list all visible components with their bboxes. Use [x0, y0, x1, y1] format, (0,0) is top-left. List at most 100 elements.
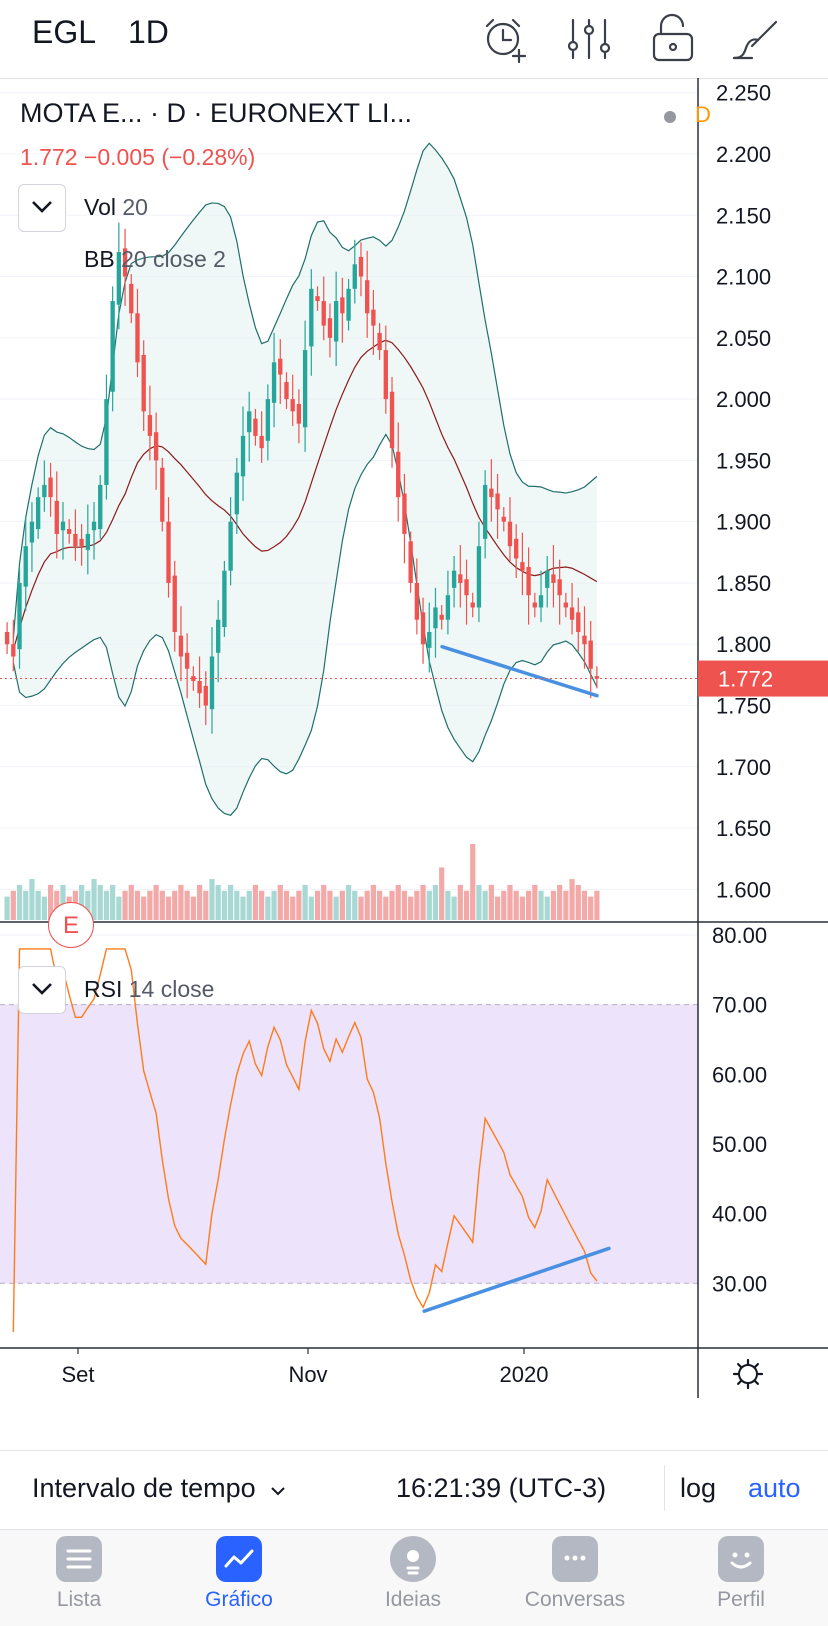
candle-body: [532, 602, 537, 608]
candle-body: [197, 681, 202, 694]
chart-icon: [216, 1536, 262, 1582]
candle-body: [253, 418, 258, 436]
volume-bar: [501, 890, 507, 920]
candle-body: [265, 399, 271, 441]
candle-body: [48, 477, 53, 498]
price-tick-label: 2.200: [716, 142, 771, 167]
volume-legend[interactable]: Vol 20: [84, 194, 148, 221]
volume-bar: [252, 884, 259, 920]
candle-body: [507, 521, 513, 547]
candle-body: [501, 516, 506, 522]
candle-body: [321, 301, 326, 326]
rsi-legend[interactable]: RSI 14 close: [84, 976, 214, 1003]
candle-body: [209, 656, 215, 710]
volume-bar: [345, 884, 352, 920]
candle-body: [470, 602, 475, 608]
rsi-pane: [0, 948, 698, 1333]
symbol-button[interactable]: EGL: [32, 14, 97, 50]
candle-body: [278, 358, 283, 375]
candle-body: [358, 256, 364, 277]
volume-bar: [457, 884, 463, 920]
gear-tooth: [753, 1379, 759, 1385]
rsi-tick-label: 50.00: [712, 1132, 767, 1157]
candle-body: [153, 432, 159, 461]
candle-body: [191, 676, 196, 682]
indicators-sliders-icon[interactable]: [562, 12, 616, 66]
price-trendline: [440, 644, 599, 698]
volume-bar: [283, 890, 290, 920]
volume-bar: [470, 844, 476, 920]
volume-bar: [221, 890, 228, 920]
volume-bar: [383, 896, 389, 920]
volume-bar: [463, 890, 470, 920]
data-status: D: [695, 102, 711, 127]
volume-bar: [240, 896, 246, 920]
log-scale-toggle[interactable]: log: [680, 1473, 717, 1503]
candle-body: [122, 248, 128, 277]
volume-bar: [16, 884, 23, 920]
unlock-icon[interactable]: [646, 12, 700, 66]
price-tick-label: 1.700: [716, 755, 771, 780]
volume-bar: [91, 879, 97, 920]
price-tick-label: 1.850: [716, 571, 771, 596]
rsi-tick-label: 70.00: [712, 993, 767, 1018]
rsi-tick-label: 40.00: [712, 1202, 767, 1227]
candle-body: [73, 533, 78, 547]
candle-body: [383, 350, 388, 400]
candle-body: [284, 381, 289, 400]
chart-canvas[interactable]: 2.250 2.200 2.150 2.100 2.050 2.000 1.950 1.900…: [0, 78, 828, 1450]
candle-body: [4, 631, 10, 645]
tab-label: Lista: [56, 1588, 102, 1611]
candle-body: [557, 579, 562, 596]
volume-bar: [85, 890, 91, 920]
candle-body: [377, 332, 382, 351]
volume-bar: [259, 890, 265, 920]
tab-ideias[interactable]: Ideias: [338, 1536, 488, 1612]
chevron-down-icon: [32, 983, 52, 995]
volume-bar: [10, 890, 16, 920]
volume-bar: [494, 896, 501, 920]
drawing-brush-icon[interactable]: [728, 12, 782, 66]
collapse-legend-button[interactable]: [18, 184, 66, 232]
candle-body: [315, 296, 320, 302]
candle-body: [396, 451, 401, 498]
bollinger-bands: [12, 142, 598, 817]
candle-body: [464, 579, 469, 596]
volume-bar: [588, 896, 594, 920]
collapse-rsi-button[interactable]: [18, 966, 66, 1014]
tab-grafico[interactable]: Gráfico: [164, 1536, 314, 1612]
symbol-legend[interactable]: MOTA E... · D · EURONEXT LI...: [20, 98, 413, 128]
chevron-down-icon: [32, 201, 52, 213]
volume-bar: [128, 884, 134, 920]
volume-bar: [401, 890, 408, 920]
candle-body: [563, 602, 569, 608]
tab-perfil[interactable]: Perfil: [666, 1536, 816, 1612]
gear-tooth: [753, 1363, 759, 1369]
bb-legend[interactable]: BB 20 close 2: [84, 246, 226, 273]
tab-lista[interactable]: Lista: [4, 1536, 154, 1612]
volume-bar: [476, 884, 482, 920]
price-tick-label: 1.900: [716, 510, 771, 535]
auto-scale-toggle[interactable]: auto: [748, 1473, 801, 1503]
candle-body: [79, 538, 84, 547]
interval-button[interactable]: 1D: [128, 14, 169, 50]
volume-bar: [389, 890, 395, 920]
tab-label: Gráfico: [205, 1588, 273, 1611]
volume-bar: [153, 884, 159, 920]
candle-body: [35, 497, 41, 530]
volume-bar: [271, 890, 277, 920]
volume-bar: [147, 890, 153, 920]
tab-bar: Lista Gráfico Ideias Conversas Perfil: [0, 1530, 828, 1626]
volume-bar: [302, 884, 308, 920]
alarm-add-icon[interactable]: [478, 12, 532, 66]
volume-bar: [97, 884, 103, 920]
ideas-bulb-icon: [390, 1536, 436, 1582]
candle-body: [184, 652, 190, 669]
price-tick-label: 1.800: [716, 632, 771, 657]
candle-body: [576, 612, 581, 632]
time-range-dropdown[interactable]: Intervalo de tempo: [32, 1473, 287, 1504]
tab-conversas[interactable]: Conversas: [500, 1536, 650, 1612]
clock-timezone[interactable]: 16:21:39 (UTC-3): [396, 1473, 607, 1503]
candle-body: [172, 575, 177, 632]
earnings-badge[interactable]: E: [48, 902, 94, 948]
